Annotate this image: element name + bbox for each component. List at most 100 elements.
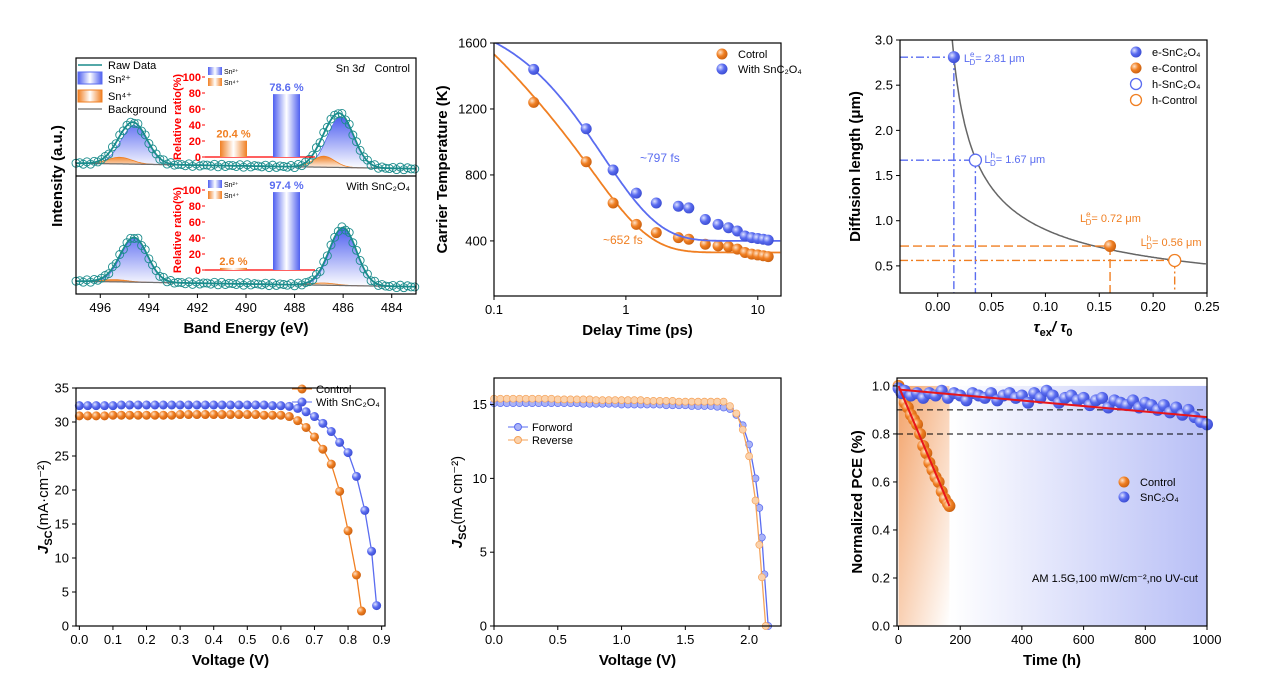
x-tick-label: 0.6	[272, 632, 290, 647]
x-tick-label: 0.15	[1087, 299, 1112, 314]
fit-envelope-line	[76, 112, 416, 170]
data-point	[541, 394, 549, 403]
legend-sn4-swatch	[77, 89, 103, 103]
raw-data-point	[169, 278, 179, 288]
inset-bar-sn4	[220, 267, 247, 270]
data-point	[335, 486, 345, 496]
data-point	[326, 427, 336, 437]
raw-data-point	[326, 240, 336, 250]
legend-marker	[514, 423, 522, 431]
data-point	[74, 401, 84, 411]
data-point	[1022, 396, 1035, 409]
x-tick-label: 0.0	[70, 632, 88, 647]
data-point	[712, 240, 724, 252]
x-tick-label: 0.05	[979, 299, 1004, 314]
x-tick-label: 1.5	[676, 632, 694, 647]
legend-marker	[716, 48, 728, 60]
inset-y-label: Relative ratio(%)	[172, 187, 184, 274]
inset-tick-label: 40	[189, 233, 201, 245]
legend-label: SnC₂O₄	[1140, 492, 1179, 504]
guide-line	[900, 159, 977, 293]
fit-envelope-line	[76, 226, 416, 288]
y-tick-label: 10	[473, 471, 487, 486]
raw-data-point	[373, 163, 383, 173]
raw-data-point	[195, 161, 205, 171]
data-point	[142, 400, 152, 410]
data-point	[723, 222, 735, 234]
y-tick-label: 1.0	[872, 378, 890, 393]
raw-data-point	[140, 245, 150, 255]
data-point	[100, 401, 110, 411]
label-symbol: L	[1080, 213, 1086, 225]
raw-data-point	[228, 279, 238, 289]
data-point	[706, 397, 715, 406]
title-prefix: Sn 3	[336, 63, 359, 75]
raw-data-point	[104, 149, 114, 159]
y-tick-label: 0.0	[872, 619, 890, 634]
x-tick-label: 0.1	[104, 632, 122, 647]
data-point	[209, 410, 219, 420]
inset-bar-sn4	[220, 140, 247, 157]
raw-data-point	[410, 164, 420, 174]
data-point	[91, 411, 101, 421]
data-point	[560, 395, 569, 404]
x-tick-label: 0.1	[485, 302, 503, 317]
x-tick-label: 0.10	[1033, 299, 1058, 314]
raw-data-point	[366, 276, 376, 286]
raw-data-point	[155, 271, 165, 281]
x-tick-label: 0.8	[339, 632, 357, 647]
data-point	[251, 410, 261, 420]
x-tick-label: 600	[1073, 632, 1095, 647]
data-point	[184, 410, 194, 420]
plot-frame	[896, 377, 1208, 627]
legend-marker	[1118, 491, 1130, 503]
data-point	[259, 410, 269, 420]
fit-curve	[494, 43, 781, 242]
legend-label: Reverse	[532, 435, 573, 447]
raw-data-point	[348, 238, 358, 248]
data-point	[712, 218, 724, 230]
y-tick-label: 5	[62, 585, 69, 600]
y-tick-label: 0.8	[872, 426, 890, 441]
data-point	[116, 410, 126, 420]
data-point	[125, 400, 135, 410]
point-label: Le D= 2.81 μm	[964, 50, 1025, 67]
y-tick-label: 0.5	[875, 258, 893, 273]
data-point	[267, 410, 277, 420]
y-tick-label: 20	[55, 483, 69, 498]
raw-data-point	[220, 280, 230, 289]
label-symbol: L	[984, 154, 990, 166]
raw-data-point	[344, 228, 354, 237]
plot-frame	[493, 42, 782, 297]
data-point	[133, 410, 143, 420]
data-point	[726, 402, 734, 410]
data-point	[301, 407, 311, 417]
inset-bar-sn2	[273, 192, 300, 270]
label-symbol: L	[964, 53, 970, 65]
data-point	[687, 397, 696, 406]
raw-data-point	[377, 162, 387, 172]
data-point	[655, 397, 664, 405]
x-tick-label: 496	[89, 300, 111, 315]
x-tick-label: 484	[381, 300, 403, 315]
y-axis-label: JSC(mA·cm⁻²)	[35, 460, 55, 554]
x-tick-label: 486	[332, 300, 354, 315]
label-value: = 0.72 μm	[1091, 213, 1140, 225]
fit-line	[897, 385, 951, 507]
data-point	[534, 394, 543, 403]
inset-tick-label: 0	[195, 265, 201, 277]
raw-data-point	[355, 256, 365, 265]
legend-label: Control	[316, 384, 351, 396]
x-tick-label: 0.5	[238, 632, 256, 647]
data-point	[234, 410, 244, 420]
inset-tick-label: 60	[189, 217, 201, 229]
data-point	[167, 400, 177, 410]
data-point	[579, 395, 588, 404]
data-point	[200, 410, 210, 420]
y-tick-label: 0	[62, 619, 69, 634]
inset-legend-label: Sn⁴⁺	[224, 80, 240, 87]
data-point	[617, 396, 626, 404]
legend-label: Forword	[532, 422, 572, 434]
data-point	[751, 496, 760, 505]
